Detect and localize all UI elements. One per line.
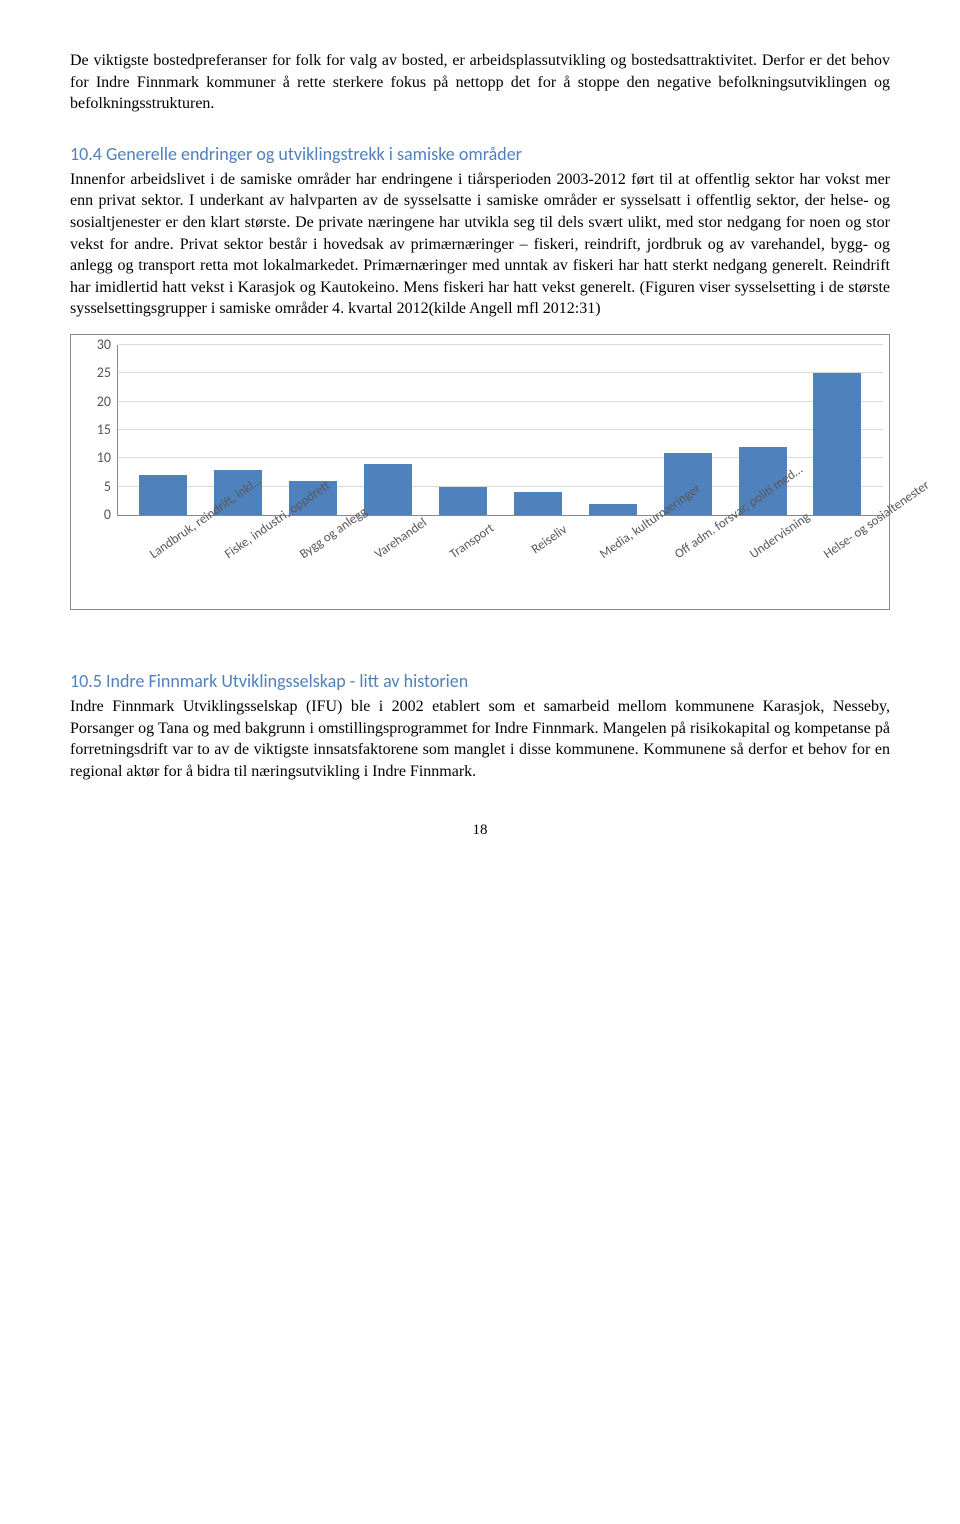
x-labels-container: Landbruk, reindrift, inkl…Fiske, industr… [118,519,883,534]
x-label: Transport [447,521,497,562]
y-axis: 302520151050 [77,345,117,515]
x-label: Undervisning [747,521,797,562]
bar [589,504,637,515]
x-label: Off adm. forsvar, politi med… [672,521,722,562]
x-label: Varehandel [372,521,422,562]
employment-chart: 302520151050 Landbruk, reindrift, inkl…F… [70,334,890,610]
page-number: 18 [70,822,890,839]
bar [439,487,487,515]
section-heading-10-5: 10.5 Indre Finnmark Utviklingsselskap - … [70,670,890,692]
bar [813,373,861,515]
x-label: Reiseliv [522,521,572,562]
intro-paragraph: De viktigste bostedpreferanser for folk … [70,50,890,115]
plot-area: Landbruk, reindrift, inkl…Fiske, industr… [117,345,883,516]
x-label: Landbruk, reindrift, inkl… [147,521,197,562]
chart-body: 302520151050 Landbruk, reindrift, inkl…F… [77,345,883,605]
section-heading-10-4: 10.4 Generelle endringer og utviklingstr… [70,143,890,165]
bar [364,464,412,515]
x-label: Bygg og anlegg [297,521,347,562]
bar [139,475,187,515]
x-label: Helse- og sosialtenester [821,521,871,562]
section-10-5-paragraph: Indre Finnmark Utviklingsselskap (IFU) b… [70,696,890,782]
section-10-4-paragraph: Innenfor arbeidslivet i de samiske områd… [70,169,890,320]
x-label: Fiske, industri, oppdrett [222,521,272,562]
bar [514,492,562,515]
x-label: Media, kulturnæringer [597,521,647,562]
